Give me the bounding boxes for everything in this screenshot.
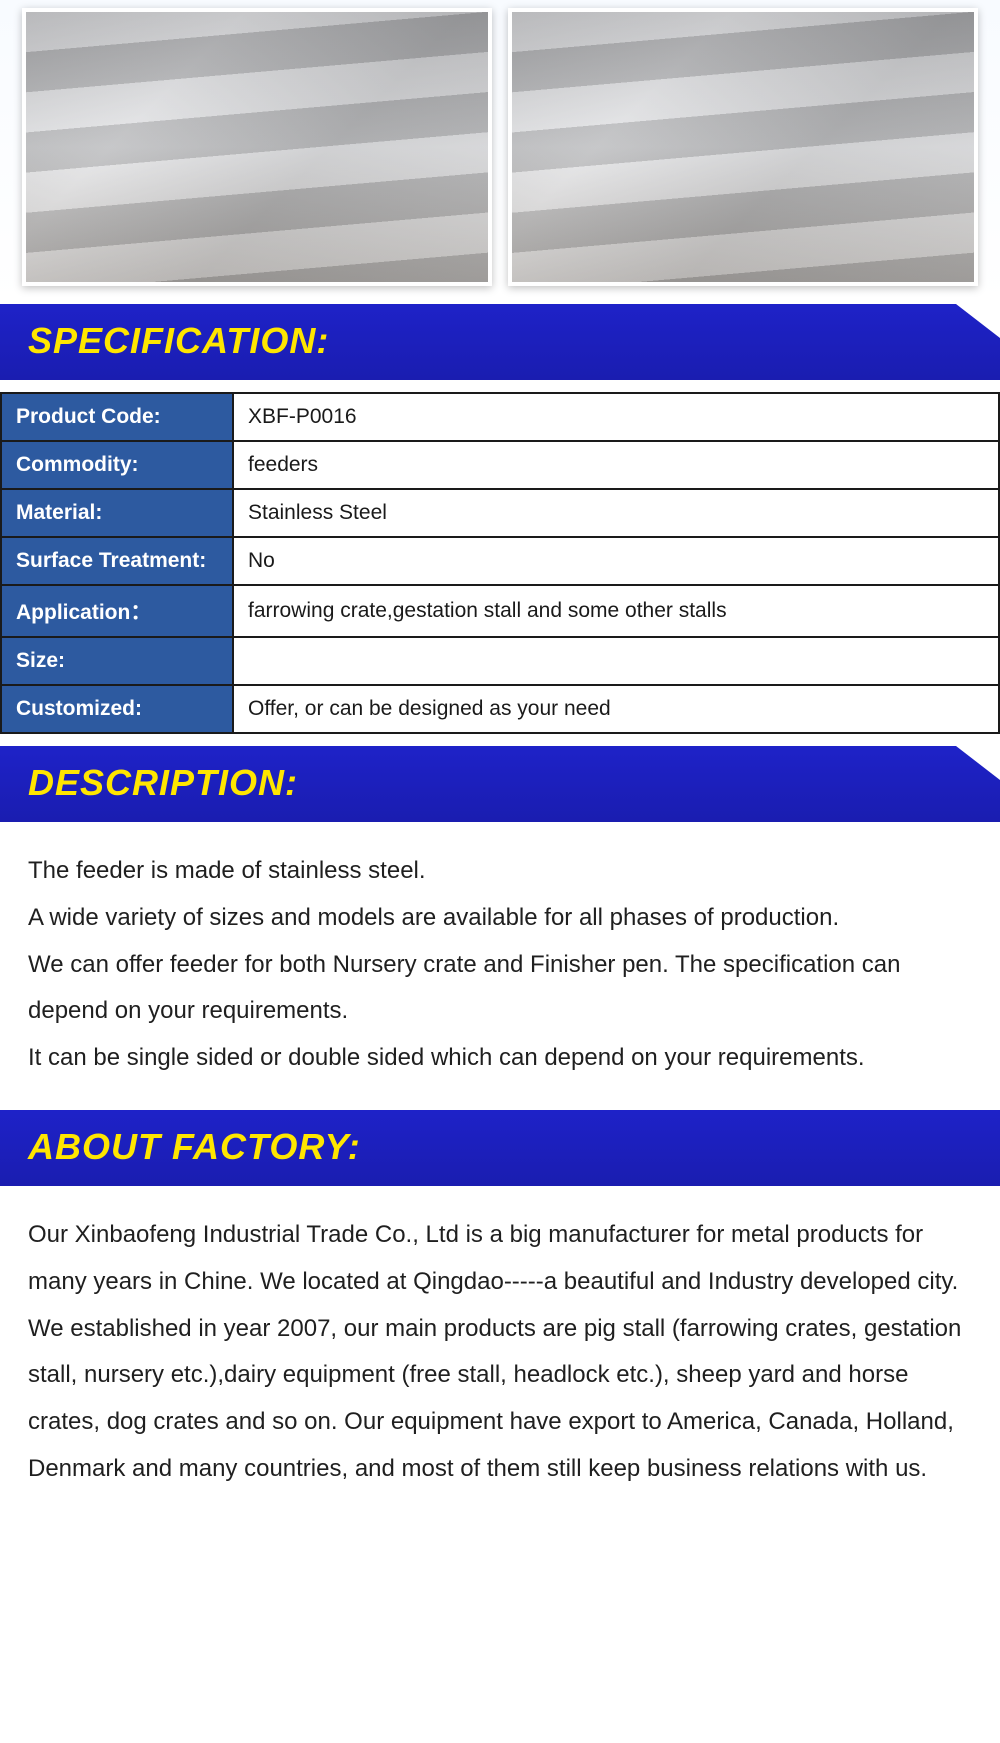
specification-title: SPECIFICATION: xyxy=(28,320,972,362)
spec-value: feeders xyxy=(233,441,999,489)
description-block: The feeder is made of stainless steel. A… xyxy=(0,822,1000,1110)
spec-value: Offer, or can be designed as your need xyxy=(233,685,999,733)
spec-label: Product Code: xyxy=(1,393,233,441)
table-row: Application： farrowing crate,gestation s… xyxy=(1,585,999,637)
spec-value: No xyxy=(233,537,999,585)
about-block: Our Xinbaofeng Industrial Trade Co., Ltd… xyxy=(0,1186,1000,1521)
spec-value xyxy=(233,637,999,685)
spec-label: Surface Treatment: xyxy=(1,537,233,585)
specification-table: Product Code: XBF-P0016 Commodity: feede… xyxy=(0,392,1000,734)
description-paragraph: It can be single sided or double sided w… xyxy=(28,1035,972,1082)
description-header: DESCRIPTION: xyxy=(0,746,1000,822)
table-row: Commodity: feeders xyxy=(1,441,999,489)
description-paragraph: The feeder is made of stainless steel. xyxy=(28,848,972,895)
spec-label: Commodity: xyxy=(1,441,233,489)
table-row: Customized: Offer, or can be designed as… xyxy=(1,685,999,733)
spec-label: Application： xyxy=(1,585,233,637)
spec-value: farrowing crate,gestation stall and some… xyxy=(233,585,999,637)
spec-value: Stainless Steel xyxy=(233,489,999,537)
spec-label: Customized: xyxy=(1,685,233,733)
table-row: Material: Stainless Steel xyxy=(1,489,999,537)
about-title: ABOUT FACTORY: xyxy=(28,1126,972,1168)
product-photo-2 xyxy=(508,8,978,286)
spec-label: Material: xyxy=(1,489,233,537)
product-photo-1 xyxy=(22,8,492,286)
spec-value: XBF-P0016 xyxy=(233,393,999,441)
product-photo-row xyxy=(0,0,1000,304)
table-row: Size: xyxy=(1,637,999,685)
description-paragraph: We can offer feeder for both Nursery cra… xyxy=(28,942,972,1036)
description-title: DESCRIPTION: xyxy=(28,762,972,804)
spacer xyxy=(0,734,1000,746)
spec-label: Size: xyxy=(1,637,233,685)
table-row: Product Code: XBF-P0016 xyxy=(1,393,999,441)
about-paragraph: Our Xinbaofeng Industrial Trade Co., Ltd… xyxy=(28,1212,972,1306)
about-header: ABOUT FACTORY: xyxy=(0,1110,1000,1186)
description-paragraph: A wide variety of sizes and models are a… xyxy=(28,895,972,942)
spacer xyxy=(0,380,1000,392)
table-row: Surface Treatment: No xyxy=(1,537,999,585)
specification-header: SPECIFICATION: xyxy=(0,304,1000,380)
about-paragraph: We established in year 2007, our main pr… xyxy=(28,1306,972,1493)
